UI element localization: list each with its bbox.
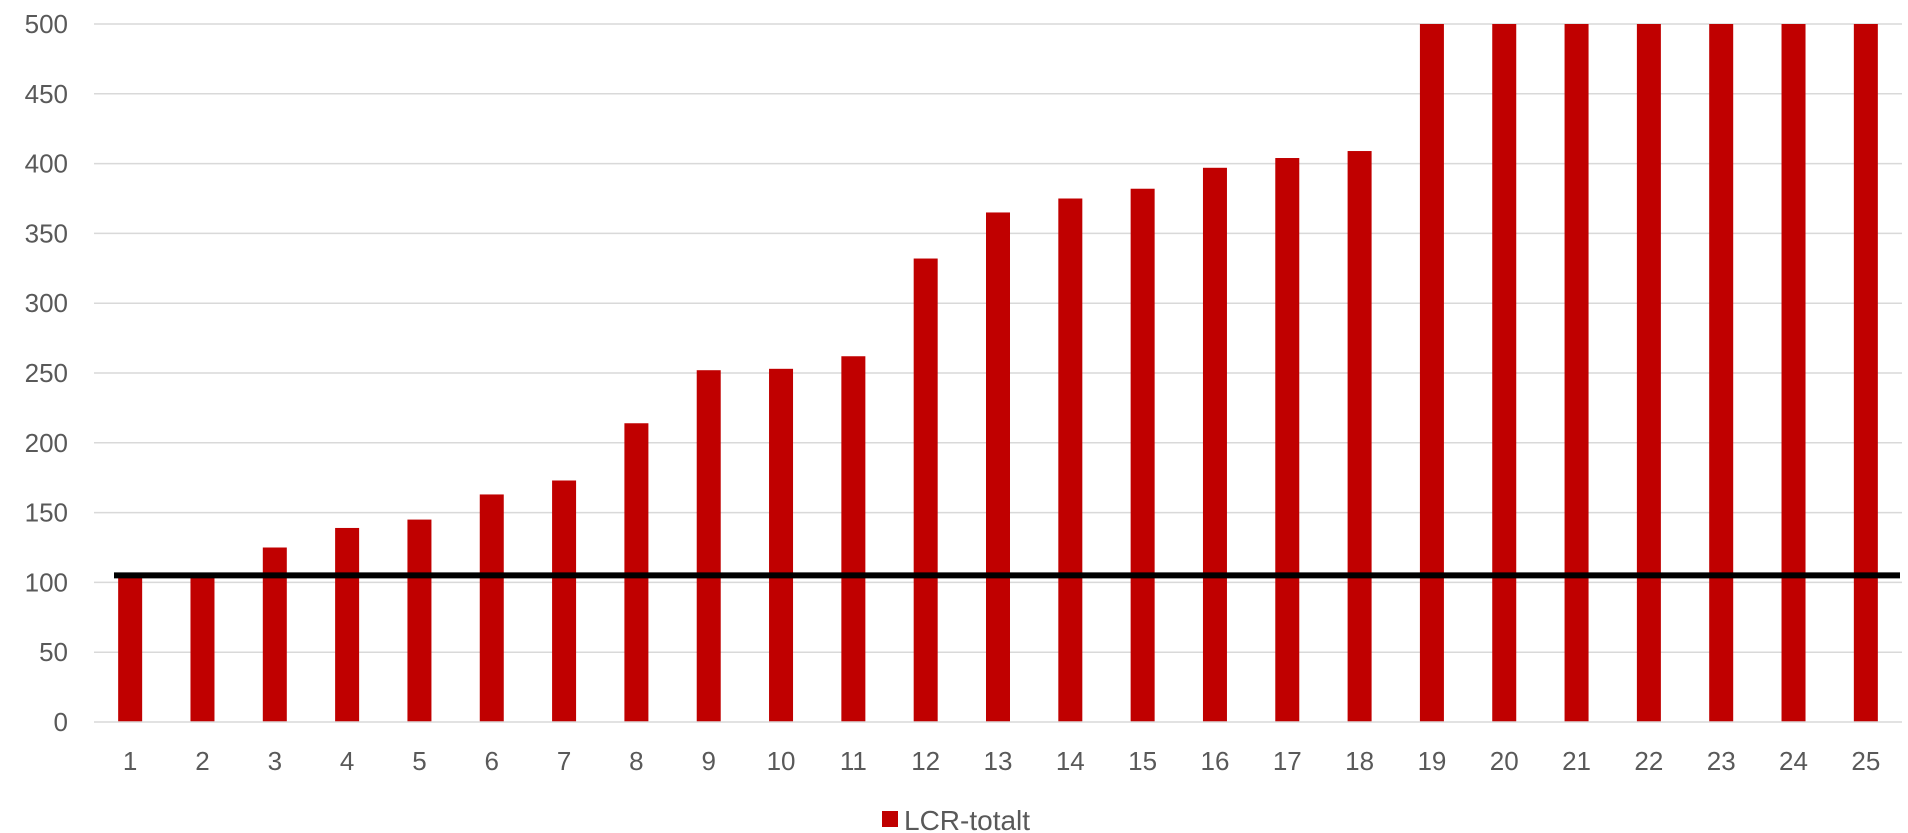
legend-swatch bbox=[882, 811, 898, 827]
x-tick-label: 9 bbox=[701, 746, 715, 776]
bar bbox=[407, 519, 432, 722]
y-tick-label: 100 bbox=[25, 567, 68, 597]
y-axis-tick-labels: 0 50 100 150 200 250 300 350 400 450 500 bbox=[25, 9, 68, 737]
x-tick-label: 6 bbox=[485, 746, 499, 776]
y-tick-label: 0 bbox=[54, 707, 68, 737]
x-tick-label: 7 bbox=[557, 746, 571, 776]
y-tick-label: 150 bbox=[25, 498, 68, 528]
x-tick-label: 10 bbox=[767, 746, 796, 776]
x-tick-label: 21 bbox=[1562, 746, 1591, 776]
bar bbox=[479, 494, 504, 722]
x-tick-label: 16 bbox=[1200, 746, 1229, 776]
x-axis-tick-labels: 1 2 3 4 5 6 7 8 9 10 11 12 13 14 15 16 17 18 19 20 21 22 23 24 2… bbox=[123, 746, 1880, 776]
x-tick-label: 3 bbox=[268, 746, 282, 776]
bar bbox=[1564, 24, 1589, 722]
bar bbox=[190, 576, 215, 722]
y-tick-label: 450 bbox=[25, 79, 68, 109]
x-tick-label: 13 bbox=[984, 746, 1013, 776]
bar bbox=[1275, 158, 1300, 723]
y-tick-label: 400 bbox=[25, 149, 68, 179]
x-tick-label: 22 bbox=[1634, 746, 1663, 776]
legend: LCR-totalt bbox=[882, 805, 1030, 833]
x-tick-label: 19 bbox=[1417, 746, 1446, 776]
x-tick-label: 5 bbox=[412, 746, 426, 776]
y-tick-label: 300 bbox=[25, 288, 68, 318]
bar bbox=[986, 212, 1010, 722]
x-tick-label: 18 bbox=[1345, 746, 1374, 776]
x-tick-label: 17 bbox=[1273, 746, 1302, 776]
bar bbox=[1781, 24, 1806, 722]
x-tick-label: 15 bbox=[1128, 746, 1157, 776]
x-tick-label: 14 bbox=[1056, 746, 1085, 776]
y-tick-label: 250 bbox=[25, 358, 68, 388]
bar bbox=[1492, 24, 1517, 722]
bar bbox=[1636, 24, 1661, 722]
bar bbox=[118, 576, 143, 722]
x-tick-label: 12 bbox=[911, 746, 940, 776]
x-tick-label: 20 bbox=[1490, 746, 1519, 776]
x-tick-label: 8 bbox=[629, 746, 643, 776]
bar bbox=[552, 480, 577, 722]
bar bbox=[1202, 167, 1227, 723]
x-tick-label: 4 bbox=[340, 746, 354, 776]
y-tick-label: 500 bbox=[25, 9, 68, 39]
y-tick-label: 50 bbox=[39, 637, 68, 667]
x-tick-label: 11 bbox=[840, 746, 867, 776]
bar bbox=[1709, 24, 1734, 722]
bar bbox=[1058, 198, 1083, 722]
bar bbox=[1130, 188, 1155, 722]
x-tick-label: 23 bbox=[1707, 746, 1736, 776]
bar bbox=[1419, 24, 1444, 722]
bar bbox=[696, 370, 721, 722]
bar bbox=[335, 527, 360, 722]
x-tick-label: 25 bbox=[1851, 746, 1880, 776]
bar bbox=[769, 368, 794, 722]
bar bbox=[1347, 151, 1372, 722]
bar bbox=[1853, 24, 1878, 722]
y-tick-label: 200 bbox=[25, 428, 68, 458]
legend-label: LCR-totalt bbox=[904, 805, 1030, 833]
x-tick-label: 2 bbox=[195, 746, 209, 776]
y-tick-label: 350 bbox=[25, 218, 68, 248]
bar bbox=[841, 356, 866, 722]
bar bbox=[913, 258, 938, 722]
bar-series bbox=[118, 24, 1878, 723]
x-tick-label: 1 bbox=[123, 746, 137, 776]
x-tick-label: 24 bbox=[1779, 746, 1808, 776]
